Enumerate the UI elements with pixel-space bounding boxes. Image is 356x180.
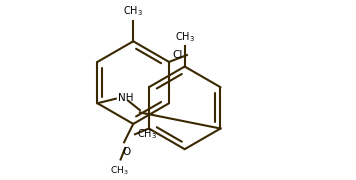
Text: CH$_3$: CH$_3$ (123, 4, 143, 18)
Text: CH$_3$: CH$_3$ (175, 30, 195, 44)
Text: O: O (122, 147, 130, 157)
Text: CH$_3$: CH$_3$ (137, 127, 157, 141)
Text: NH: NH (118, 93, 134, 103)
Text: Cl: Cl (172, 50, 182, 60)
Text: CH$_3$: CH$_3$ (110, 164, 129, 177)
